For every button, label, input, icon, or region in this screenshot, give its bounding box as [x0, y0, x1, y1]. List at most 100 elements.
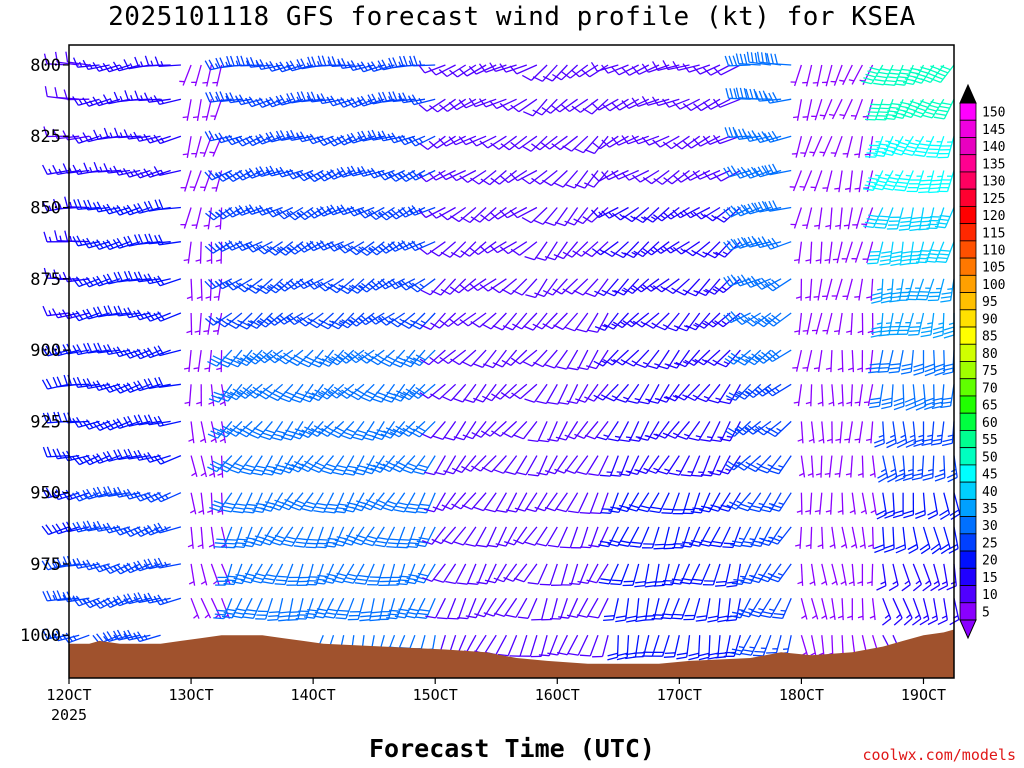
- barb-flag: [136, 560, 144, 570]
- barb-half-flag: [215, 224, 221, 228]
- barb-flag: [82, 309, 90, 320]
- wind-barb: [571, 98, 599, 113]
- barb-flag: [205, 212, 215, 221]
- barb-half-flag: [758, 502, 764, 506]
- barb-half-flag: [802, 329, 808, 332]
- barb-flag: [51, 524, 59, 535]
- wind-barb: [768, 455, 792, 475]
- barb-staff: [580, 526, 589, 548]
- barb-flag: [266, 248, 276, 256]
- wind-barb: [532, 64, 558, 82]
- barb-staff: [653, 598, 660, 620]
- barb-staff: [806, 312, 813, 335]
- barb-half-flag: [225, 173, 231, 178]
- wind-barb: [247, 312, 273, 329]
- barb-staff: [806, 349, 813, 372]
- wind-barb: [470, 207, 497, 223]
- barb-flag: [103, 127, 109, 139]
- barb-flag: [737, 315, 746, 323]
- barb-flag: [102, 565, 111, 574]
- barb-flag: [405, 388, 416, 395]
- barb-half-flag: [153, 562, 158, 568]
- barb-flag: [102, 383, 111, 393]
- barb-flag: [374, 353, 385, 360]
- wind-barb: [397, 278, 426, 291]
- barb-flag: [246, 287, 257, 294]
- barb-half-flag: [200, 472, 206, 477]
- barb-staff: [404, 597, 416, 619]
- barb-half-flag: [276, 209, 281, 214]
- wind-barb: [143, 452, 171, 463]
- barb-flag: [72, 418, 79, 428]
- barb-half-flag: [215, 259, 222, 262]
- barb-half-flag: [164, 494, 169, 499]
- wind-barb: [143, 378, 171, 390]
- barb-flag: [601, 210, 610, 219]
- wind-barb: [82, 59, 110, 71]
- barb-staff: [682, 526, 691, 549]
- barb-flag: [566, 614, 578, 619]
- barb-flag: [214, 211, 224, 220]
- wind-barb: [490, 135, 517, 150]
- barb-flag: [750, 166, 759, 176]
- wind-barb: [584, 170, 609, 188]
- barb-flag: [54, 51, 58, 63]
- barb-staff: [467, 312, 487, 327]
- barb-staff: [306, 563, 314, 586]
- barb-half-flag: [725, 468, 731, 472]
- barb-flag: [499, 209, 508, 219]
- barb-flag: [294, 499, 305, 505]
- barb-flag: [321, 427, 331, 435]
- barb-staff: [388, 563, 396, 586]
- barb-staff: [435, 597, 446, 619]
- barb-flag: [611, 102, 621, 111]
- wind-barb: [607, 635, 619, 661]
- barb-flag: [240, 579, 252, 584]
- barb-flag: [283, 539, 295, 544]
- barb-half-flag: [805, 509, 811, 513]
- barb-staff: [594, 278, 609, 297]
- barb-flag: [397, 241, 406, 251]
- barb-flag: [133, 131, 140, 142]
- barb-flag: [448, 136, 457, 146]
- barb-flag: [116, 237, 124, 248]
- barb-flag: [399, 430, 410, 437]
- barb-flag: [387, 243, 396, 252]
- barb-flag: [662, 245, 672, 254]
- wind-barb: [535, 526, 558, 547]
- barb-flag: [113, 165, 120, 176]
- barb-flag: [767, 239, 775, 249]
- barb-flag: [214, 173, 224, 182]
- wind-barb: [502, 312, 528, 331]
- wind-barb: [763, 130, 792, 143]
- barb-flag: [92, 381, 100, 391]
- barb-flag: [223, 390, 234, 396]
- barb-flag: [123, 59, 130, 69]
- barb-flag: [647, 400, 659, 404]
- barb-flag: [224, 173, 234, 182]
- barb-flag: [370, 314, 380, 323]
- barb-flag: [449, 215, 460, 223]
- barb-flag: [734, 129, 740, 140]
- wind-barb: [795, 278, 803, 301]
- barb-flag: [112, 61, 120, 72]
- barb-flag: [218, 171, 227, 180]
- barb-flag: [768, 469, 779, 475]
- barb-flag: [286, 93, 292, 104]
- wind-barb: [703, 206, 731, 222]
- barb-flag: [75, 595, 84, 605]
- barb-flag: [212, 355, 223, 361]
- barb-flag: [153, 416, 160, 427]
- barb-half-flag: [630, 320, 636, 325]
- barb-flag: [582, 108, 593, 115]
- barb-half-flag: [187, 544, 194, 548]
- barb-flag: [443, 436, 455, 441]
- barb-flag: [591, 141, 601, 150]
- barb-flag: [397, 282, 407, 291]
- barb-half-flag: [755, 425, 760, 431]
- wind-barb: [688, 421, 711, 442]
- barb-flag: [652, 246, 662, 254]
- barb-flag: [232, 388, 243, 395]
- barb-flag: [562, 251, 573, 258]
- wind-barb: [601, 64, 629, 74]
